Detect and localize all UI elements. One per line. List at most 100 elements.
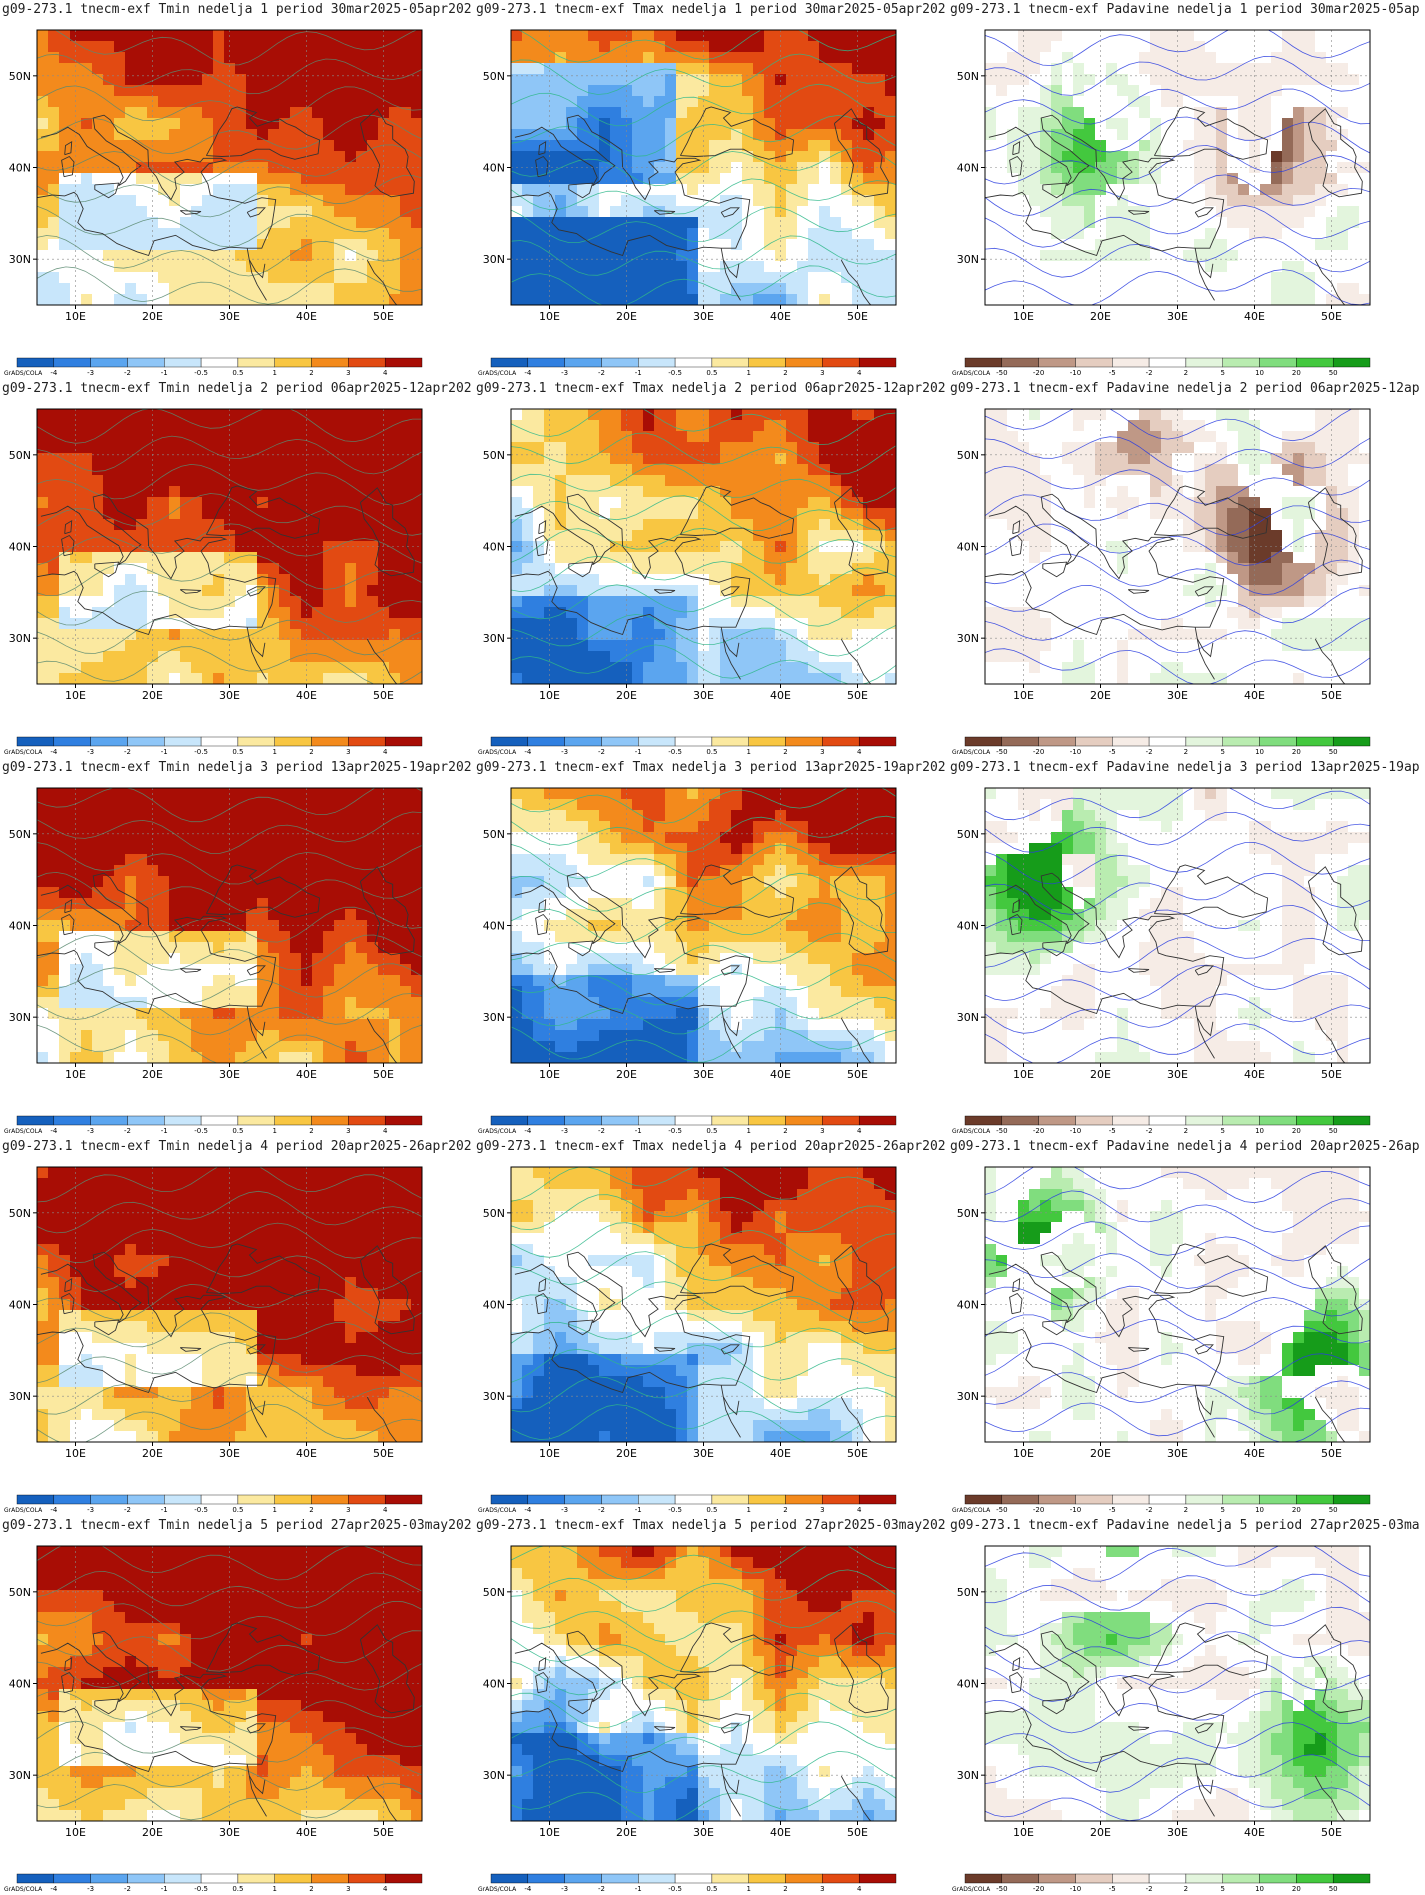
- colorbar: -4 -3 -2 -1 -0.5 0.5 1 2 3 4: [490, 736, 897, 756]
- colorbar-label: 2: [783, 748, 787, 756]
- colorbar-swatch: [964, 357, 1003, 368]
- colorbar-label: -5: [1109, 1506, 1116, 1514]
- colorbar-label: 2: [783, 1127, 787, 1135]
- colorbar-swatch: [527, 736, 565, 747]
- lon-tick-label: 40E: [770, 1447, 791, 1460]
- colorbar-label: 20: [1292, 1127, 1301, 1135]
- colorbar-swatch: [127, 1115, 165, 1126]
- colorbar-swatch: [1148, 1494, 1187, 1505]
- map-figure: 10E 20E 30E 40E 50E 50N 40N 30N -50 -20 -10 -5 -2 2 5 1…: [950, 22, 1420, 379]
- colorbar-swatch: [601, 1115, 639, 1126]
- panel-title: g09-273.1 tnecm-exf Tmax nedelja 4 perio…: [476, 1139, 946, 1154]
- graticule: [985, 1546, 1370, 1821]
- colorbar: -50 -20 -10 -5 -2 2 5 10 20 50: [964, 1494, 1371, 1514]
- lat-tick-label: 30N: [957, 632, 979, 645]
- colorbar: -4 -3 -2 -1 -0.5 0.5 1 2 3 4: [490, 357, 897, 377]
- colorbar-swatch: [601, 1494, 639, 1505]
- colorbar-swatch: [1185, 1494, 1223, 1505]
- colorbar-swatch: [1112, 1873, 1150, 1884]
- map-panel-tmin-week-2: g09-273.1 tnecm-exf Tmin nedelja 2 perio…: [2, 379, 472, 758]
- colorbar-label: -2: [124, 1127, 131, 1135]
- colorbar-swatch: [1332, 736, 1371, 747]
- grads-label: GrADS/COLA: [952, 749, 991, 756]
- colorbar-swatch: [674, 1115, 713, 1126]
- colorbar-label: -1: [635, 1885, 642, 1893]
- lat-tick-label: 50N: [9, 449, 31, 462]
- map-svg: 10E 20E 30E 40E 50E 50N 40N 30N -4 -3 -2 -1 -0.5 0.5 1…: [4, 408, 423, 756]
- colorbar-label: 2: [309, 1127, 313, 1135]
- lon-tick-label: 20E: [1090, 1068, 1111, 1081]
- colorbar-swatch: [964, 736, 1003, 747]
- colorbar-swatch: [1075, 1115, 1113, 1126]
- colorbar-label: 3: [346, 748, 350, 756]
- colorbar-label: -1: [161, 748, 168, 756]
- lon-tick-label: 40E: [296, 1826, 317, 1839]
- colorbar-swatch: [711, 357, 749, 368]
- colorbar-label: -2: [598, 748, 605, 756]
- colorbar-swatch: [1075, 1494, 1113, 1505]
- colorbar-swatch: [16, 736, 55, 747]
- colorbar-label: -50: [996, 369, 1007, 377]
- colorbar-label: 1: [272, 748, 276, 756]
- colorbar-swatch: [638, 736, 676, 747]
- lon-tick-label: 50E: [373, 1068, 394, 1081]
- colorbar-swatch: [490, 1115, 529, 1126]
- colorbar-label: -4: [50, 748, 58, 756]
- colorbar-swatch: [16, 357, 55, 368]
- graticule: [985, 1167, 1370, 1442]
- colorbar-label: 50: [1329, 748, 1338, 756]
- colorbar-label: -0.5: [194, 1127, 208, 1135]
- colorbar-label: 20: [1292, 1885, 1301, 1893]
- colorbar-swatch: [748, 1494, 786, 1505]
- colorbar-label: -2: [598, 1506, 605, 1514]
- colorbar-label: 3: [820, 1127, 824, 1135]
- colorbar-swatch: [674, 1873, 713, 1884]
- map-panel-padavine-week-5: g09-273.1 tnecm-exf Padavine nedelja 5 p…: [950, 1516, 1420, 1895]
- map-panel-tmax-week-5: g09-273.1 tnecm-exf Tmax nedelja 5 perio…: [476, 1516, 946, 1895]
- colorbar-swatch: [1296, 357, 1334, 368]
- colorbar-swatch: [490, 736, 529, 747]
- colorbar-swatch: [16, 1494, 55, 1505]
- colorbar-label: -4: [524, 748, 532, 756]
- lon-tick-label: 10E: [65, 1826, 86, 1839]
- colorbar-label: -3: [87, 369, 94, 377]
- map-figure: 10E 20E 30E 40E 50E 50N 40N 30N -50 -20 -10 -5 -2 2 5 1…: [950, 401, 1420, 758]
- map-panel-tmax-week-4: g09-273.1 tnecm-exf Tmax nedelja 4 perio…: [476, 1137, 946, 1516]
- colorbar-swatch: [1112, 357, 1150, 368]
- lon-tick-label: 50E: [1321, 689, 1342, 702]
- colorbar-swatch: [1038, 736, 1076, 747]
- colorbar-label: -0.5: [668, 1506, 682, 1514]
- colorbar-label: 1: [746, 1885, 750, 1893]
- colorbar-label: 4: [857, 748, 862, 756]
- lon-tick-label: 30E: [1167, 1447, 1188, 1460]
- lat-tick-label: 50N: [483, 1586, 505, 1599]
- colorbar-label: -4: [524, 1127, 532, 1135]
- colorbar-label: 4: [383, 1506, 388, 1514]
- map-svg: 10E 20E 30E 40E 50E 50N 40N 30N -4 -3 -2 -1 -0.5 0.5 1…: [4, 29, 423, 377]
- panel-title: g09-273.1 tnecm-exf Padavine nedelja 4 p…: [950, 1139, 1420, 1154]
- map-panel-padavine-week-1: g09-273.1 tnecm-exf Padavine nedelja 1 p…: [950, 0, 1420, 379]
- colorbar-swatch: [200, 736, 239, 747]
- colorbar-swatch: [311, 736, 349, 747]
- coastlines: [511, 106, 896, 305]
- colorbar-swatch: [384, 1115, 423, 1126]
- colorbar-swatch: [1001, 1873, 1039, 1884]
- panel-title: g09-273.1 tnecm-exf Tmin nedelja 3 perio…: [2, 760, 472, 775]
- colorbar-label: 1: [272, 1506, 276, 1514]
- colorbar-swatch: [127, 1873, 165, 1884]
- lon-tick-label: 50E: [373, 310, 394, 323]
- lon-tick-label: 30E: [693, 1447, 714, 1460]
- colorbar: -50 -20 -10 -5 -2 2 5 10 20 50: [964, 736, 1371, 756]
- colorbar: -4 -3 -2 -1 -0.5 0.5 1 2 3 4: [16, 1494, 423, 1514]
- lat-tick-label: 40N: [9, 541, 31, 554]
- colorbar-label: -4: [524, 369, 532, 377]
- colorbar-label: -2: [124, 1506, 131, 1514]
- lat-tick-label: 30N: [957, 1390, 979, 1403]
- map-figure: 10E 20E 30E 40E 50E 50N 40N 30N -50 -20 -10 -5 -2 2 5 1…: [950, 780, 1420, 1137]
- colorbar-label: 0.5: [706, 1885, 717, 1893]
- colorbar-label: 0.5: [232, 1506, 243, 1514]
- map-panel-tmin-week-5: g09-273.1 tnecm-exf Tmin nedelja 5 perio…: [2, 1516, 472, 1895]
- shaded-field: [511, 788, 896, 1063]
- colorbar-label: -4: [50, 1506, 58, 1514]
